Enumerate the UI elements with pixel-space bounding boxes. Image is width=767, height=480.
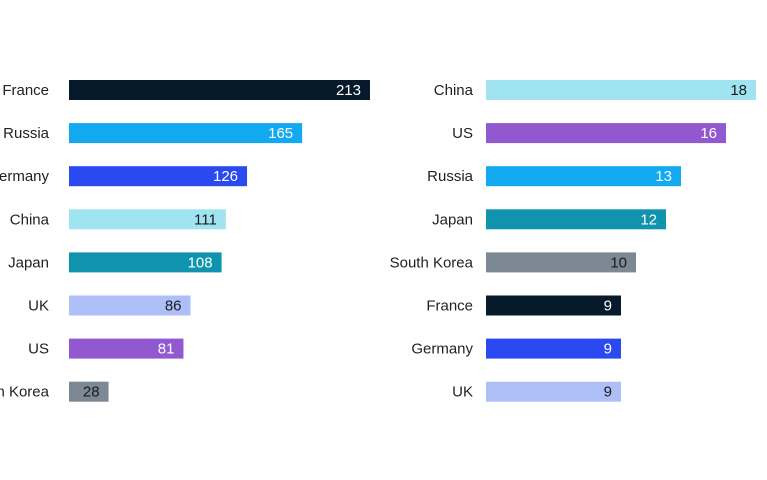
- left-bar-france: [69, 80, 370, 100]
- right-category-label-china: China: [434, 82, 474, 99]
- right-bar-germany: [486, 338, 621, 359]
- right-bar-japan: [486, 209, 666, 230]
- left-category-label-south-korea: South Korea: [0, 384, 50, 401]
- left-value-label-france: 213: [336, 82, 361, 99]
- left-category-label-uk: UK: [28, 298, 49, 315]
- right-category-label-us: US: [452, 125, 473, 142]
- left-bar-japan: [69, 252, 222, 273]
- left-value-label-south-korea: 28: [83, 384, 100, 401]
- right-category-label-uk: UK: [452, 384, 473, 401]
- right-bar-chart: China 18 US 16 Russia 13 Japan 12 South Korea 10 F…: [390, 80, 756, 402]
- left-bar-us: [69, 338, 184, 359]
- left-value-label-us: 81: [158, 341, 175, 358]
- right-bar-france: [486, 295, 621, 316]
- right-value-label-france: 9: [604, 298, 612, 315]
- left-bar-uk: [69, 295, 191, 316]
- right-bar-us: [486, 123, 726, 144]
- left-value-label-china: 111: [194, 211, 217, 228]
- left-bar-russia: [69, 123, 303, 144]
- left-bar-chart: France 213 Russia 165 Germany 126 China 111 Japa…: [0, 80, 370, 402]
- left-bar-south-korea: [69, 381, 109, 402]
- left-category-label-china: China: [10, 211, 50, 228]
- left-category-label-japan: Japan: [8, 254, 49, 271]
- right-value-label-japan: 12: [640, 211, 657, 228]
- right-value-label-south-korea: 10: [610, 254, 627, 271]
- left-category-label-us: US: [28, 341, 49, 358]
- right-category-label-south-korea: South Korea: [390, 254, 474, 271]
- left-value-label-uk: 86: [165, 298, 182, 315]
- left-category-label-russia: Russia: [3, 125, 50, 142]
- left-category-label-germany: Germany: [0, 168, 49, 185]
- right-value-label-china: 18: [730, 82, 747, 99]
- left-bar-germany: [69, 166, 248, 187]
- right-bar-china: [486, 80, 756, 100]
- right-category-label-japan: Japan: [432, 211, 473, 228]
- right-category-label-russia: Russia: [427, 168, 474, 185]
- left-category-label-france: France: [2, 82, 49, 99]
- right-category-label-germany: Germany: [411, 341, 473, 358]
- right-bar-russia: [486, 166, 681, 187]
- right-category-label-france: France: [426, 298, 473, 315]
- left-value-label-japan: 108: [188, 254, 213, 271]
- left-bar-china: [69, 209, 226, 230]
- right-value-label-germany: 9: [604, 341, 612, 358]
- right-bar-uk: [486, 381, 621, 402]
- right-value-label-russia: 13: [655, 168, 672, 185]
- left-value-label-germany: 126: [213, 168, 238, 185]
- left-value-label-russia: 165: [268, 125, 293, 142]
- right-bar-south-korea: [486, 252, 636, 273]
- right-value-label-uk: 9: [604, 384, 612, 401]
- right-value-label-us: 16: [700, 125, 717, 142]
